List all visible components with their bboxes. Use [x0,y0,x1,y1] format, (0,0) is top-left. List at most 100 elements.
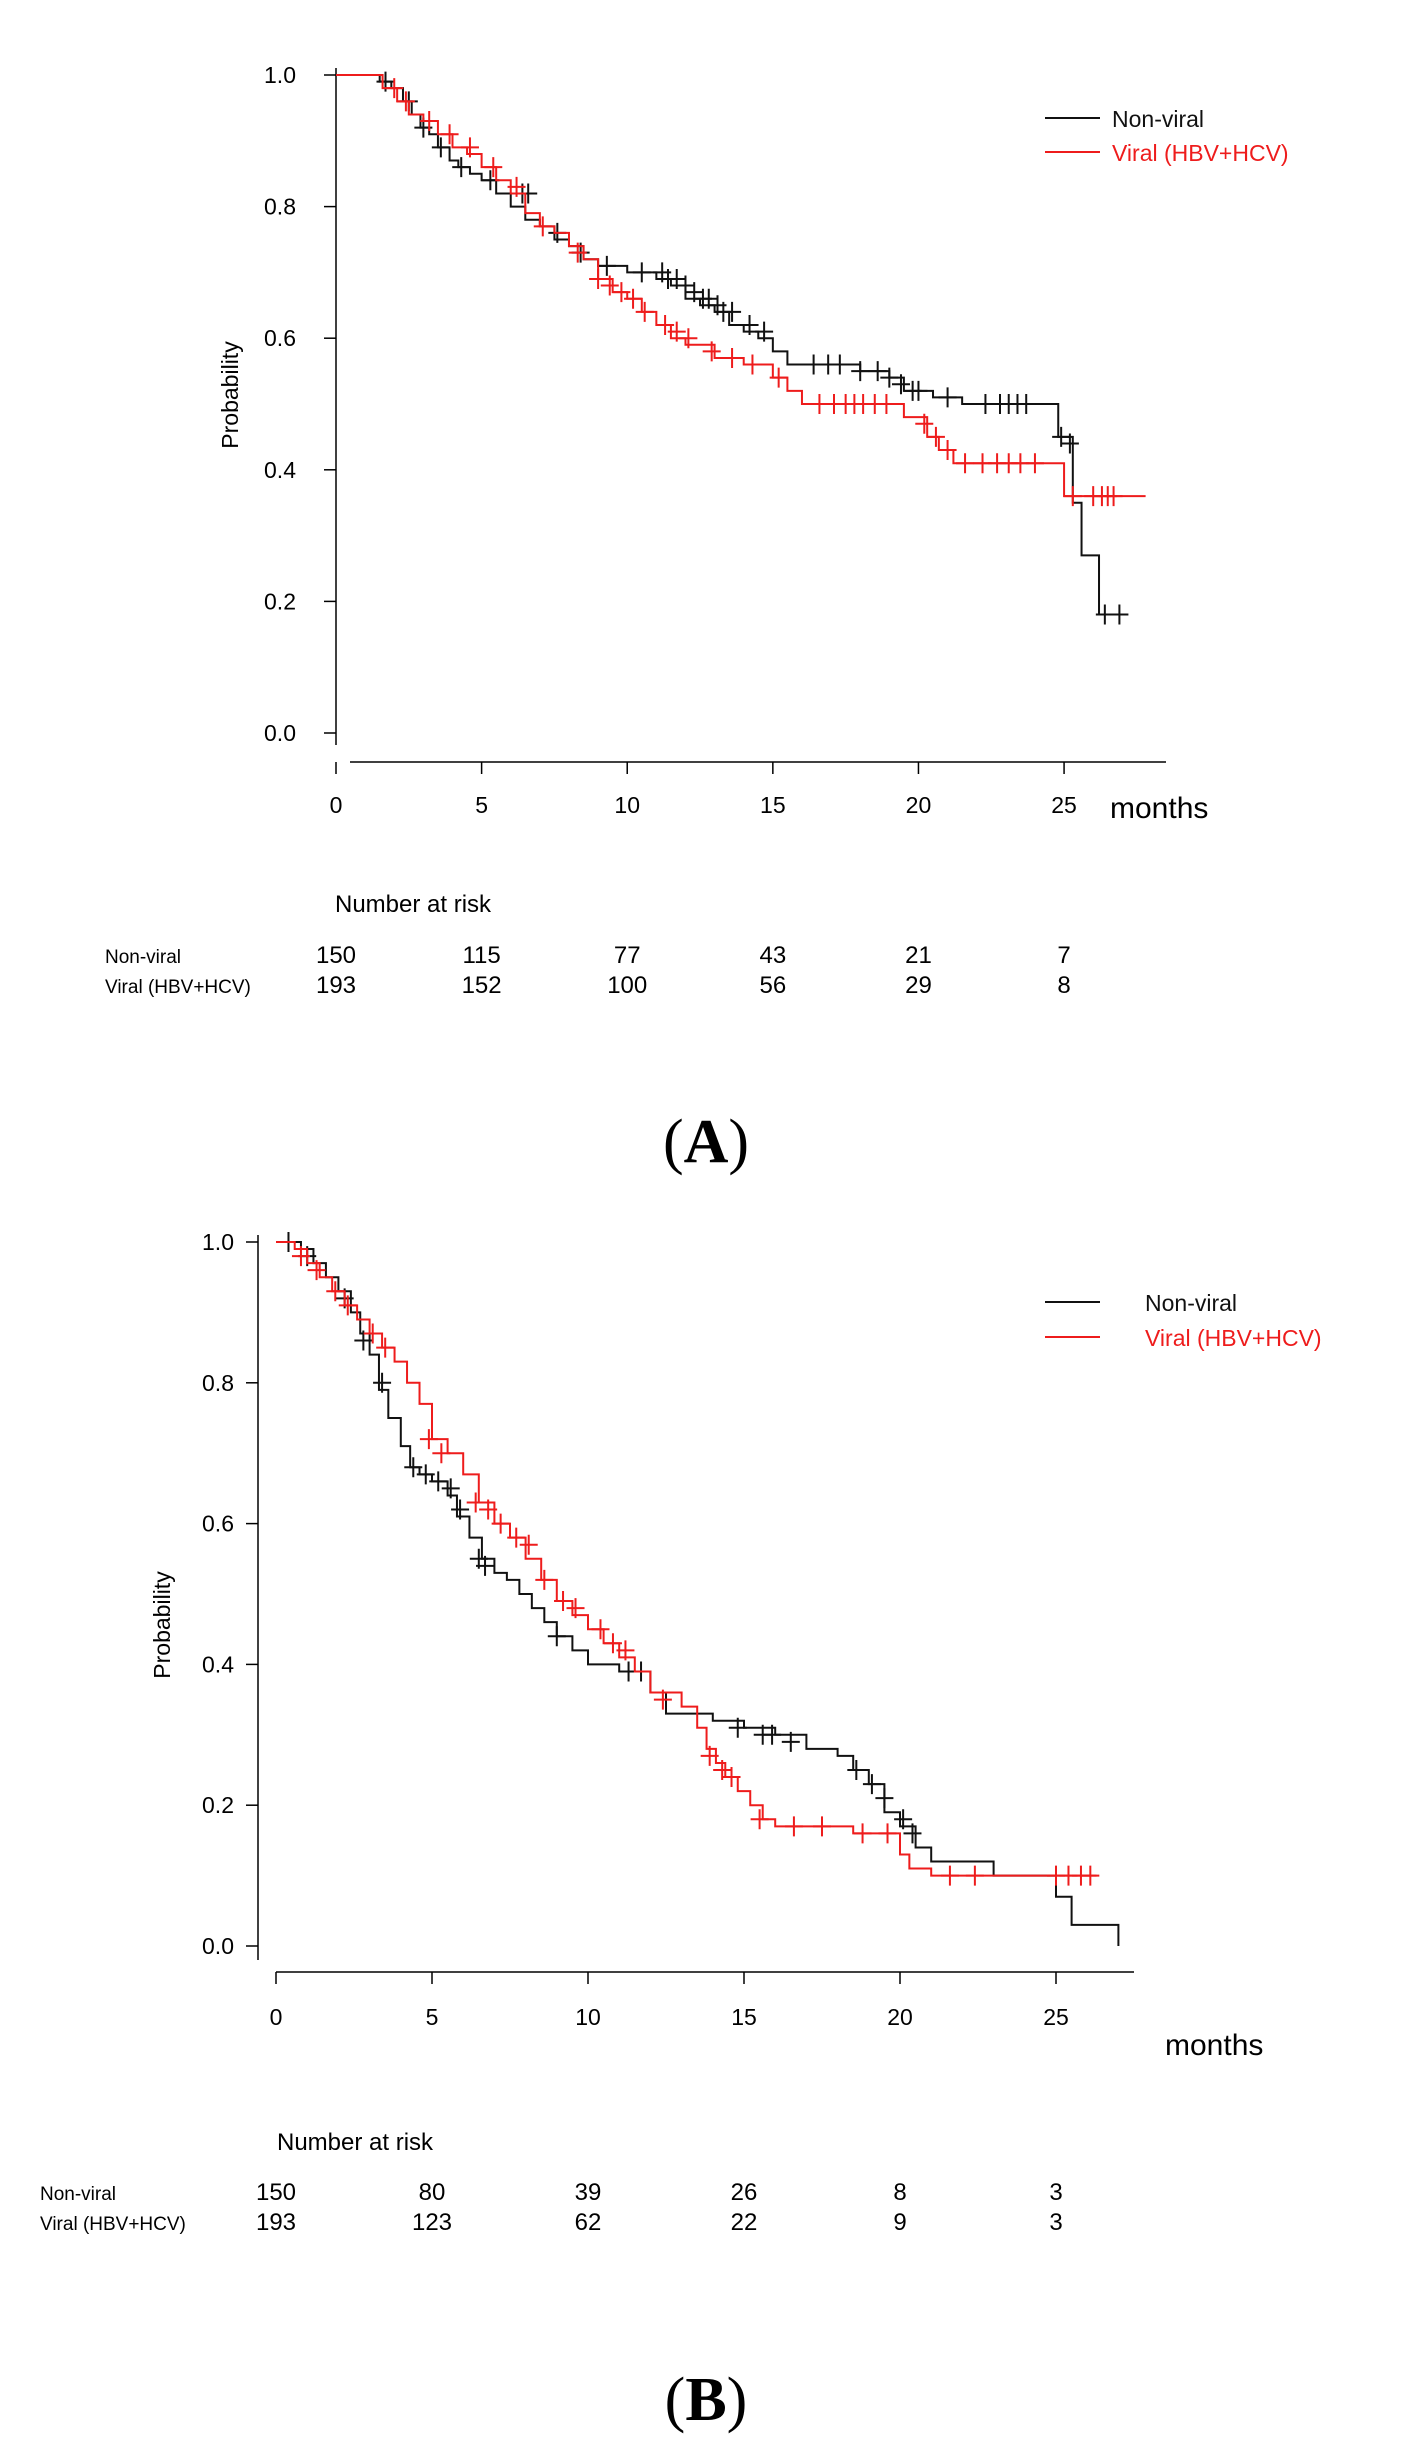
censor-mark-viral-b-19 [653,1689,672,1710]
y-tick-label-a-2: 0.4 [264,457,296,483]
censor-mark-viral-b-23 [750,1809,769,1830]
km-curve-nonviral-b [276,1241,1120,1946]
km-curve-nonviral-a [336,74,1123,616]
censor-mark-viral-a-5 [484,157,503,178]
x-tick-label-a-4: 20 [906,792,932,818]
risk-values-b: 150 80 39 26 8 3 193 123 62 22 9 3 [256,2179,1063,2236]
risk-row-label-viral-b: Viral (HBV+HCV) [40,2214,186,2235]
censor-mark-viral-a-36 [1025,453,1044,474]
risk-value-nonviral-a-4: 21 [905,942,932,969]
censor-mark-nonviral-b-21 [875,1788,894,1809]
censor-mark-nonviral-a-27 [851,361,870,382]
risk-value-viral-a-2: 100 [607,972,647,999]
censor-mark-viral-b-14 [554,1591,573,1612]
censor-mark-viral-b-7 [432,1443,451,1464]
censor-mark-viral-b-6 [419,1429,438,1450]
censor-mark-viral-a-27 [877,394,896,414]
risk-value-viral-b-1: 123 [412,2209,452,2236]
risk-value-nonviral-a-1: 115 [462,942,500,969]
censor-mark-nonviral-b-17 [763,1724,782,1745]
risk-value-viral-b-3: 22 [731,2209,758,2236]
km-plot-a: 0.0 0.2 0.4 0.6 0.8 1.0 0 5 10 15 20 25 Probability… [105,62,1289,1176]
censor-mark-viral-b-25 [813,1816,831,1837]
censor-mark-viral-a-9 [589,268,608,289]
censor-mark-viral-a-28 [915,413,934,434]
risk-row-label-viral-a: Viral (HBV+HCV) [105,977,251,998]
censor-mark-viral-a-29 [926,426,945,447]
censor-mark-nonviral-a-40 [1060,433,1079,454]
y-tick-label-a-4: 0.8 [264,194,296,220]
censor-mark-viral-a-8 [568,242,587,263]
y-tick-label-a-3: 0.6 [264,325,296,351]
censor-mark-viral-a-11 [612,282,631,303]
y-tick-label-a-5: 1.0 [264,62,296,88]
censor-mark-nonviral-b-7 [429,1471,448,1492]
legend-a: Non-viral Viral (HBV+HCV) [1045,106,1289,166]
censor-mark-viral-b-3 [338,1295,357,1316]
censor-mark-nonviral-b-4 [373,1372,392,1393]
censor-mark-viral-b-21 [713,1760,732,1780]
km-curve-viral-b [276,1241,1097,1877]
censor-mark-nonviral-a-42 [1110,604,1129,625]
panel-label-letter-b: B [685,2366,726,2434]
risk-value-viral-b-5: 3 [1049,2209,1062,2236]
x-tick-label-b-2: 10 [575,2004,601,2030]
censor-mark-nonviral-a-26 [830,354,849,375]
km-plot-b: 0.0 0.2 0.4 0.6 0.8 1.0 0 5 10 15 20 25 Probability… [40,1230,1322,2434]
risk-row-label-nonviral-b: Non-viral [40,2184,116,2205]
censor-mark-viral-a-12 [624,288,643,309]
x-tick-label-b-3: 15 [731,2004,757,2030]
censor-mark-viral-b-1 [307,1260,326,1281]
censor-mark-viral-a-30 [938,440,957,461]
censor-mark-viral-b-22 [722,1767,741,1788]
x-tick-label-b-1: 5 [426,2004,439,2030]
censor-mark-viral-a-2 [420,111,439,132]
censor-mark-viral-b-0 [291,1246,310,1267]
panel-label-b: (B) [665,2366,748,2434]
y-tick-label-b-1: 0.2 [202,1792,234,1818]
km-curve-viral-a [336,74,1146,498]
censor-mark-viral-a-31 [956,453,975,474]
censor-mark-viral-b-20 [700,1745,719,1766]
censor-mark-nonviral-b-18 [781,1731,800,1752]
censor-mark-viral-a-16 [679,328,698,349]
censor-mark-nonviral-b-12 [547,1626,566,1647]
risk-value-nonviral-b-4: 8 [893,2179,906,2206]
legend-b: Non-viral Viral (HBV+HCV) [1045,1290,1322,1351]
censor-mark-viral-a-3 [440,124,459,145]
legend-label-nonviral-b: Non-viral [1145,1290,1237,1316]
x-tick-label-a-3: 15 [760,792,786,818]
x-tick-label-a-2: 10 [614,792,640,818]
legend-label-viral-a: Viral (HBV+HCV) [1112,140,1289,166]
risk-value-nonviral-b-0: 150 [256,2179,296,2206]
risk-table-a: Number at risk Non-viral Viral (HBV+HCV)… [105,891,1071,999]
censor-mark-viral-b-4 [363,1323,382,1344]
censor-mark-nonviral-a-30 [891,374,910,395]
censor-mark-viral-b-5 [376,1337,395,1358]
censor-mark-viral-a-6 [507,176,526,197]
censor-mark-nonviral-b-5 [404,1457,423,1478]
censor-mark-viral-b-8 [466,1492,485,1513]
censor-mark-nonviral-b-6 [416,1464,435,1485]
censor-mark-nonviral-a-3 [431,137,450,158]
censor-mark-nonviral-b-9 [451,1499,470,1520]
censor-mark-viral-a-17 [702,341,721,362]
x-axis-unit-a: months [1110,792,1208,825]
censor-mark-nonviral-b-22 [894,1809,913,1830]
risk-table-b: Number at risk Non-viral Viral (HBV+HCV)… [40,2129,1063,2236]
censor-mark-viral-b-26 [853,1823,872,1844]
svg-text:(A): (A) [663,1108,749,1176]
censor-mark-nonviral-a-21 [723,301,742,322]
censor-mark-viral-b-24 [784,1816,803,1837]
censor-mark-viral-a-19 [743,354,762,375]
censor-mark-viral-b-18 [616,1640,635,1661]
y-tick-label-a-0: 0.0 [264,720,296,746]
risk-value-viral-b-0: 193 [256,2209,296,2236]
risk-value-viral-a-5: 8 [1057,972,1070,999]
censor-mark-viral-a-15 [667,321,686,342]
censor-mark-viral-a-10 [600,275,619,296]
panel-label-open-b: ( [665,2366,686,2434]
censor-mark-nonviral-b-15 [728,1717,747,1738]
censor-mark-viral-a-7 [533,216,552,237]
plot-area-a: 0.0 0.2 0.4 0.6 0.8 1.0 0 5 10 15 20 25 [264,62,1166,818]
